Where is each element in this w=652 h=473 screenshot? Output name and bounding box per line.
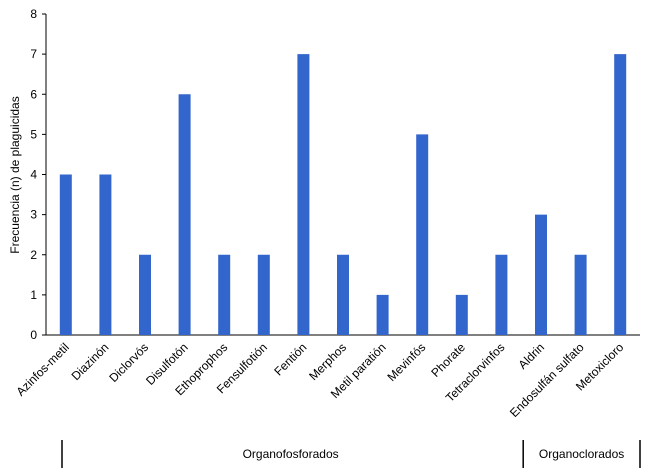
group-label: Organofosforados	[243, 447, 339, 461]
bars	[59, 54, 627, 335]
y-axis-label: Frecuencia (n) de plaguicidas	[8, 96, 22, 253]
y-tick-label: 1	[30, 288, 37, 302]
bar	[455, 294, 468, 335]
bar	[376, 294, 389, 335]
y-tick-labels: 0 1 2 3 4 5 6 7 8	[30, 7, 46, 342]
x-tick-label: Mevinfós	[384, 340, 428, 384]
y-tick-label: 4	[30, 168, 37, 182]
y-tick-label: 0	[30, 328, 37, 342]
bar	[297, 54, 310, 335]
y-tick-label: 2	[30, 248, 37, 262]
y-tick-label: 6	[30, 87, 37, 101]
x-tick-label: Endosulfán sulfato	[507, 340, 587, 420]
bar	[139, 254, 151, 335]
bar	[99, 174, 112, 335]
bar	[218, 254, 231, 335]
x-tick-label: Azinfos-metil	[13, 340, 71, 398]
bar	[535, 214, 547, 335]
bar	[59, 174, 72, 335]
x-tick-label: Phorate	[428, 340, 468, 380]
y-axis-title-group: Frecuencia (n) de plaguicidas	[8, 96, 22, 253]
bar	[337, 254, 349, 335]
x-tick-label: Fentión	[271, 340, 309, 378]
y-tick-label: 7	[30, 47, 37, 61]
bar	[257, 254, 270, 335]
y-tick-label: 5	[30, 127, 37, 141]
bar	[614, 54, 627, 335]
x-tick-labels: Azinfos-metilDiazinónDiclorvósDisulfotón…	[13, 340, 626, 420]
bar	[495, 254, 508, 335]
x-tick-label: Aldrin	[516, 340, 548, 372]
y-tick-label: 8	[30, 7, 37, 21]
bar	[178, 94, 191, 335]
category-groups: Organofosforados Organoclorados	[61, 440, 641, 468]
group-label: Organoclorados	[539, 447, 624, 461]
y-tick-label: 3	[30, 208, 37, 222]
bar	[416, 134, 429, 335]
x-tick-label: Diazinón	[69, 340, 112, 383]
bar	[574, 254, 587, 335]
